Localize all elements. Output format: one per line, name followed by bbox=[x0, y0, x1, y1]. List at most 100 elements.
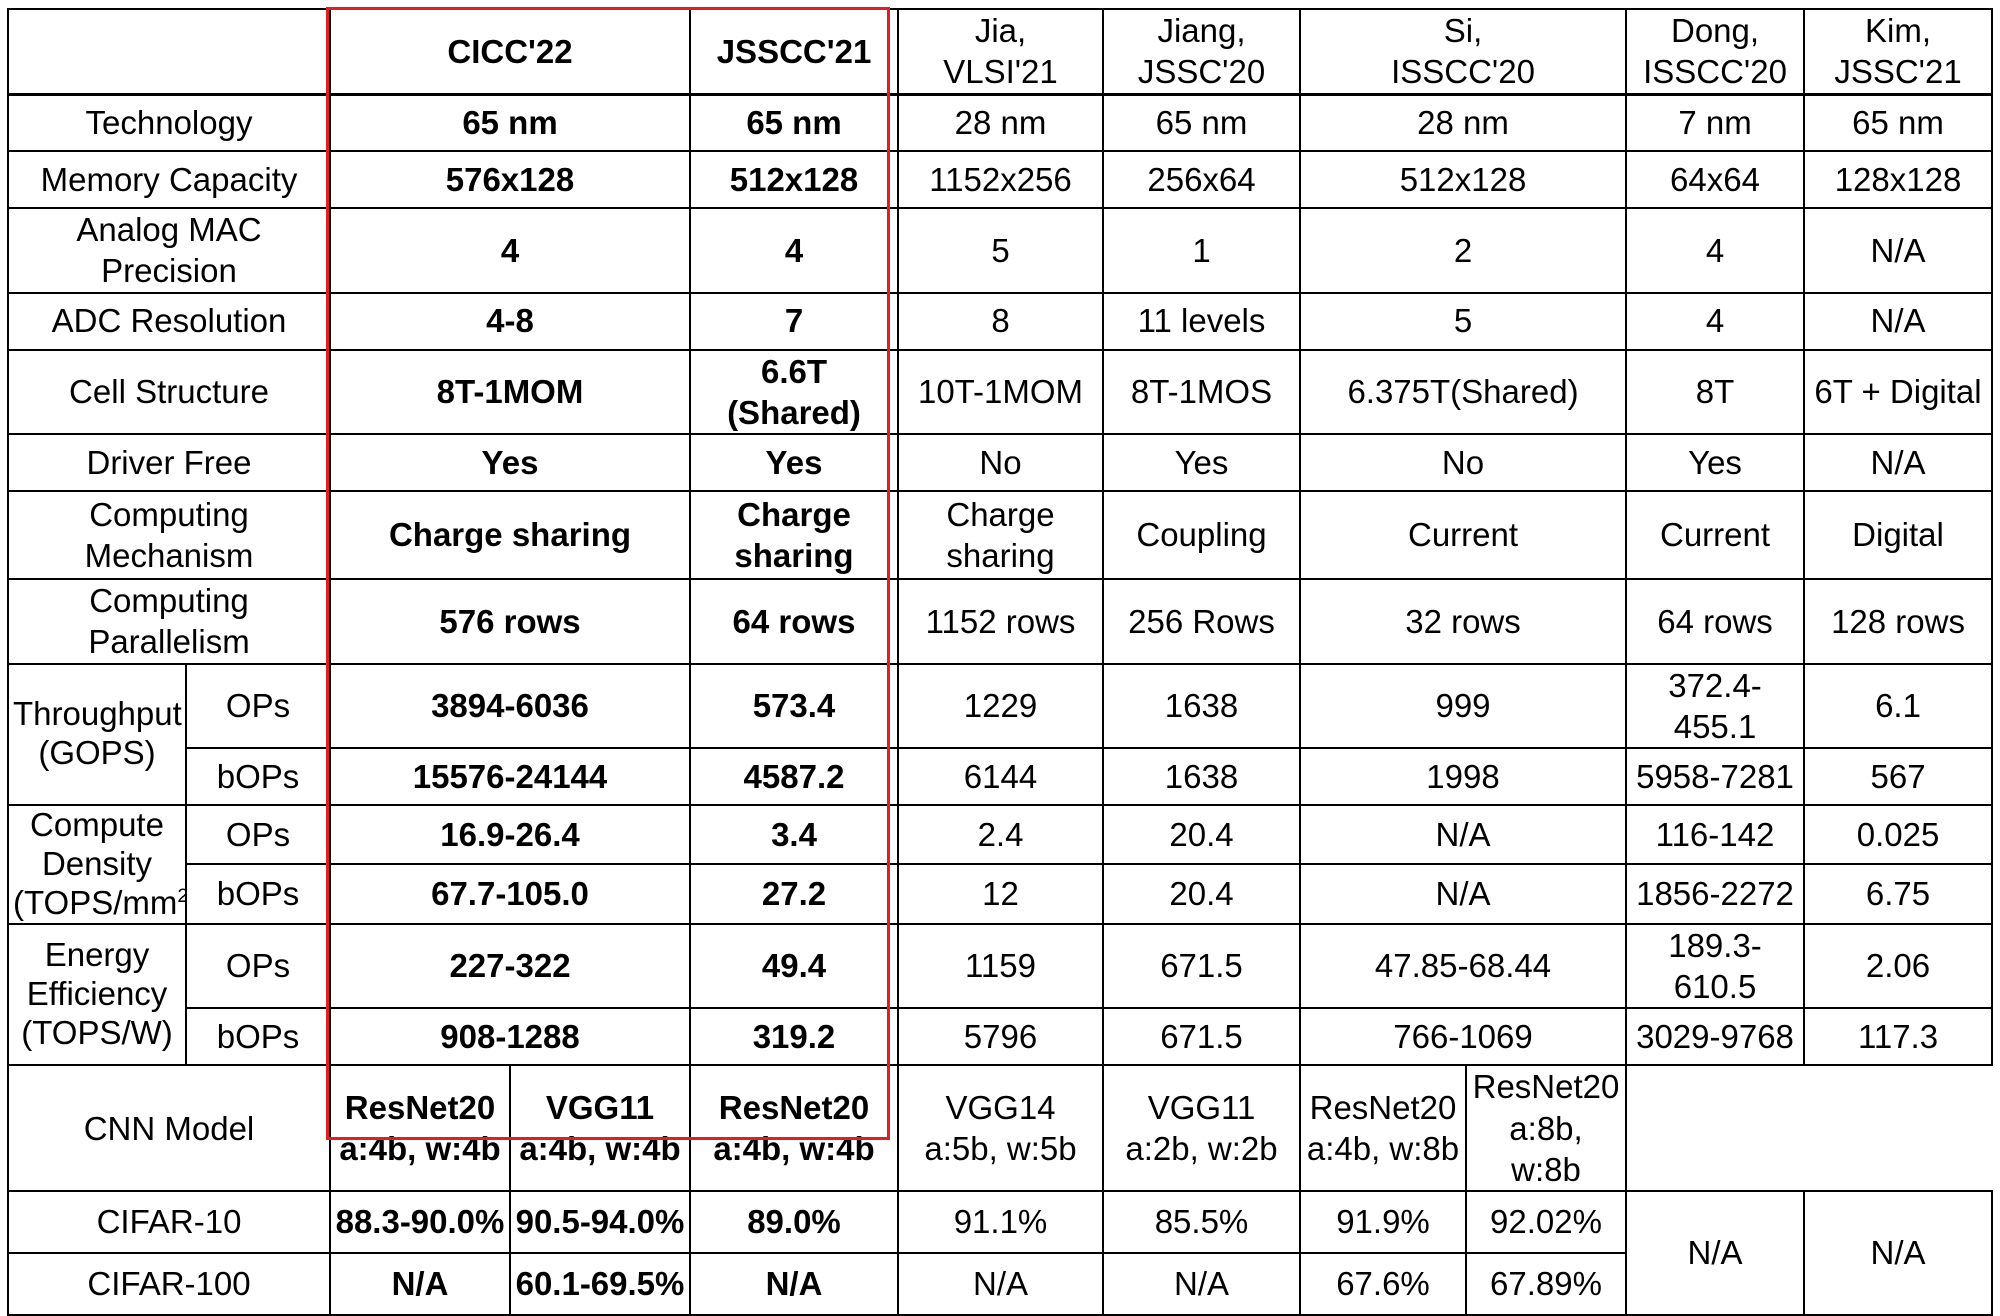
cnn-model-cell: ResNet20 a:4b, w:8b bbox=[1299, 1064, 1467, 1193]
cell-jsscc21: 319.2 bbox=[689, 1007, 899, 1067]
cell-cicc22: 65 nm bbox=[329, 93, 691, 152]
cell-jsscc21: 4 bbox=[689, 207, 899, 294]
cifar10-cell: 92.02% bbox=[1464, 1190, 1628, 1255]
cell-jiang: 20.4 bbox=[1102, 863, 1301, 925]
cell-si: 47.85-68.44 bbox=[1298, 922, 1628, 1010]
cell-cicc22: 3894-6036 bbox=[329, 662, 691, 749]
cell-cicc22: 576 rows bbox=[329, 578, 691, 665]
cell-jiang: 671.5 bbox=[1102, 1007, 1301, 1067]
cell-dong: 372.4-455.1 bbox=[1625, 662, 1806, 749]
row-computing-mechanism: Computing Mechanism Charge sharing Charge … bbox=[7, 490, 1994, 580]
cell-si: 766-1069 bbox=[1298, 1007, 1628, 1067]
cell-dong: Current bbox=[1625, 490, 1806, 580]
cell-jia: 1152 rows bbox=[897, 578, 1104, 665]
row-label: Technology bbox=[7, 93, 331, 152]
row-label: CIFAR-10 bbox=[7, 1190, 331, 1255]
header-si-isscc20: Si, ISSCC'20 bbox=[1298, 8, 1628, 96]
cifar10-cell: 91.9% bbox=[1299, 1190, 1467, 1255]
cell-jsscc21: 512x128 bbox=[689, 150, 899, 209]
header-jsscc21: JSSCC'21 bbox=[689, 8, 899, 96]
cell-jsscc21: Charge sharing bbox=[689, 490, 899, 580]
cell-cicc22: 4-8 bbox=[329, 291, 691, 351]
row-label: CIFAR-100 bbox=[7, 1252, 331, 1316]
cifar10-cell: 85.5% bbox=[1102, 1190, 1301, 1255]
cell-cicc22: 15576-24144 bbox=[329, 747, 691, 806]
cell-si: 2 bbox=[1298, 207, 1628, 294]
group-1-subrow-1: bOPs 67.7-105.0 27.2 12 20.4 N/A 1856-2272 6.75 bbox=[8, 863, 1994, 925]
cell-jia: 1159 bbox=[897, 922, 1104, 1010]
cifar10-cell: 89.0% bbox=[689, 1190, 899, 1255]
cell-jsscc21: 573.4 bbox=[689, 662, 899, 749]
cell-kim: 6.75 bbox=[1803, 863, 1994, 925]
cell-dong: 7 nm bbox=[1625, 93, 1806, 152]
cell-jia: 8 bbox=[897, 291, 1104, 351]
cell-kim: 0.025 bbox=[1803, 803, 1994, 866]
cell-jia: 28 nm bbox=[897, 93, 1104, 152]
cell-kim: 6T + Digital bbox=[1803, 348, 1994, 435]
cell-kim: N/A bbox=[1803, 207, 1994, 294]
sub-label: bOPs bbox=[185, 1007, 331, 1067]
cifar10-cell: 90.5-94.0% bbox=[509, 1190, 691, 1255]
cell-jsscc21: Yes bbox=[689, 433, 899, 492]
cell-dong: 189.3-610.5 bbox=[1625, 922, 1806, 1010]
group-label-text: Compute Density (TOPS/mm bbox=[13, 806, 178, 921]
row-driver-free: Driver Free Yes Yes No Yes No Yes N/A bbox=[7, 433, 1994, 492]
cell-jsscc21: 6.6T (Shared) bbox=[689, 348, 899, 435]
row-memory-capacity: Memory Capacity 576x128 512x128 1152x256 256… bbox=[7, 150, 1994, 209]
cell-jiang: 11 levels bbox=[1102, 291, 1301, 351]
cell-kim: 117.3 bbox=[1803, 1007, 1994, 1067]
cell-dong: Yes bbox=[1625, 433, 1806, 492]
cifar10-cell: 88.3-90.0% bbox=[329, 1190, 511, 1255]
cell-jiang: 1 bbox=[1102, 207, 1301, 294]
cell-cicc22: 576x128 bbox=[329, 150, 691, 209]
group-0-subrow-0: Throughput (GOPS) OPs 3894-6036 573.4 1229 16… bbox=[7, 662, 1994, 806]
cell-cicc22: Yes bbox=[329, 433, 691, 492]
group-label: Compute Density (TOPS/mm2) bbox=[7, 804, 187, 925]
row-adc-resolution: ADC Resolution 4-8 7 8 11 levels 5 4 N/A bbox=[7, 291, 1994, 351]
cell-jia: 1229 bbox=[897, 662, 1104, 749]
cell-cicc22: 908-1288 bbox=[329, 1007, 691, 1067]
cell-jsscc21: 49.4 bbox=[689, 922, 899, 1010]
sub-label: OPs bbox=[185, 922, 331, 1010]
group-1-subrow-0: Compute Density (TOPS/mm2)OPs16.9-26.43.… bbox=[7, 803, 1994, 925]
cell-jiang: 8T-1MOS bbox=[1102, 348, 1301, 435]
cnn-model-cell: ResNet20 a:4b, w:4b bbox=[329, 1064, 511, 1193]
group-label-superscript: 2 bbox=[177, 885, 184, 907]
cell-cicc22: 227-322 bbox=[329, 922, 691, 1010]
row-label: Memory Capacity bbox=[7, 150, 331, 209]
cell-jiang: Coupling bbox=[1102, 490, 1301, 580]
sub-label: OPs bbox=[185, 662, 331, 749]
header-jiang-jssc20: Jiang, JSSC'20 bbox=[1102, 8, 1301, 96]
cell-cicc22: Charge sharing bbox=[329, 490, 691, 580]
cell-si: 999 bbox=[1298, 662, 1628, 749]
row-cifar-10: CIFAR-10 88.3-90.0% 90.5-94.0% 89.0% 91.1% 85… bbox=[7, 1190, 1994, 1316]
cell-jiang: 1638 bbox=[1102, 747, 1301, 806]
cell-dong-cnn-na: N/A bbox=[1625, 1190, 1806, 1316]
row-label: Cell Structure bbox=[7, 348, 331, 435]
sub-label: bOPs bbox=[185, 747, 331, 806]
cell-kim-cnn-na: N/A bbox=[1803, 1190, 1994, 1316]
header-corner bbox=[7, 8, 331, 96]
cell-dong: 64 rows bbox=[1625, 578, 1806, 665]
cell-kim: N/A bbox=[1803, 291, 1994, 351]
table-body: CICC'22 JSSCC'21 Jia, VLSI'21 Jiang, JSS… bbox=[7, 8, 1994, 1316]
cell-jsscc21: 64 rows bbox=[689, 578, 899, 665]
cifar100-cell: N/A bbox=[689, 1252, 899, 1316]
cnn-model-cell: VGG11 a:4b, w:4b bbox=[509, 1064, 691, 1193]
cnn-model-cell: VGG11 a:2b, w:2b bbox=[1102, 1064, 1301, 1193]
row-cell-structure: Cell Structure 8T-1MOM 6.6T (Shared) 10T-1M… bbox=[7, 348, 1994, 435]
cell-jia: 12 bbox=[897, 863, 1104, 925]
cell-jia: 5 bbox=[897, 207, 1104, 294]
cell-si: Current bbox=[1298, 490, 1628, 580]
cnn-model-cell: ResNet20 a:4b, w:4b bbox=[689, 1064, 899, 1193]
cnn-model-cell: ResNet20 a:8b, w:8b bbox=[1464, 1064, 1628, 1193]
cell-dong: 1856-2272 bbox=[1625, 863, 1806, 925]
cell-kim: 567 bbox=[1803, 747, 1994, 806]
row-cnn-model: CNN Model ResNet20 a:4b, w:4b VGG11 a:4b, … bbox=[7, 1064, 1992, 1193]
group-label: Throughput (GOPS) bbox=[7, 662, 187, 806]
cell-si: No bbox=[1298, 433, 1628, 492]
row-label: Driver Free bbox=[7, 433, 331, 492]
row-label: Computing Mechanism bbox=[7, 490, 331, 580]
cifar100-cell: N/A bbox=[329, 1252, 511, 1316]
row-label: CNN Model bbox=[7, 1064, 331, 1193]
